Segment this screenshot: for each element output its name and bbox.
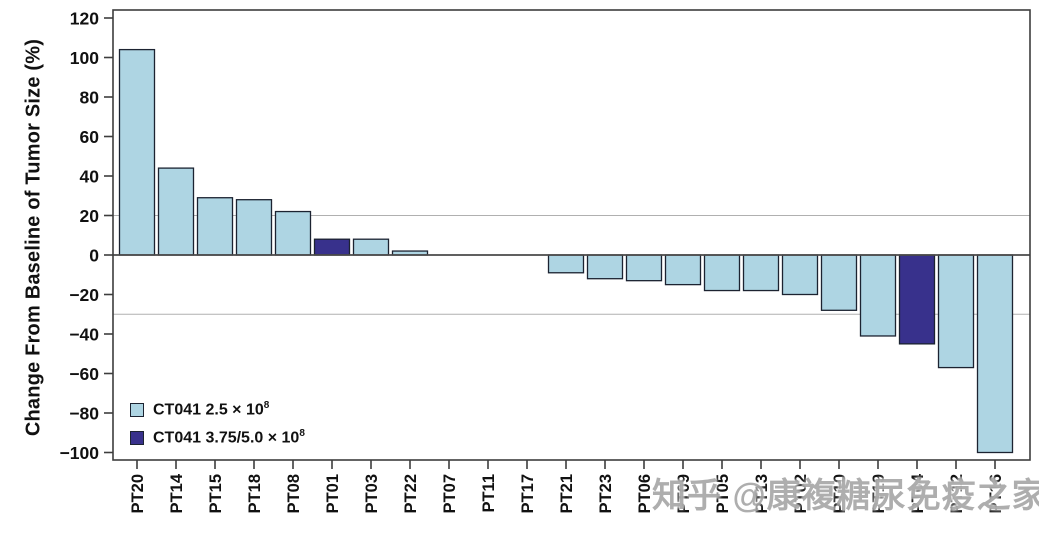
x-tick-label-PT13: PT13 [753, 474, 771, 513]
x-tick-label-PT14: PT14 [168, 473, 186, 513]
legend: CT041 2.5 × 108 CT041 3.75/5.0 × 108 [130, 396, 305, 452]
y-tick-label: 120 [70, 8, 99, 28]
x-tick-label-PT17: PT17 [519, 474, 537, 513]
x-tick-label-PT01: PT01 [324, 474, 342, 513]
bars-group [118, 48, 1014, 454]
bar-PT09 [664, 254, 702, 286]
x-tick-label-PT04: PT04 [909, 473, 927, 513]
x-axis-ticks: PT20 PT14 PT15 PT18 PT08 PT01 PT03 PT22 PT07 PT11… [129, 460, 1005, 513]
x-tick-label-PT03: PT03 [363, 474, 381, 513]
y-tick-label: −40 [69, 324, 99, 344]
bar-PT23 [586, 254, 624, 280]
legend-swatch-light-blue [130, 403, 144, 417]
y-tick-label: 40 [80, 166, 100, 186]
bar-PT18 [235, 199, 273, 256]
bar-PT14 [157, 167, 195, 256]
x-tick-label-PT09: PT09 [675, 474, 693, 513]
y-tick-label: 100 [70, 48, 99, 68]
y-tick-label: −20 [69, 285, 99, 305]
legend-label: CT041 2.5 × 108 [153, 400, 270, 419]
y-tick-label: −100 [60, 443, 100, 463]
x-tick-label-PT23: PT23 [597, 474, 615, 513]
x-tick-label-PT10: PT10 [831, 474, 849, 513]
y-tick-label: 60 [80, 127, 100, 147]
y-tick-label: 80 [80, 87, 100, 107]
y-tick-label: −80 [69, 403, 99, 423]
x-tick-label-PT11: PT11 [480, 474, 498, 513]
x-tick-label-PT21: PT21 [558, 474, 576, 513]
legend-swatch-dark-blue [130, 431, 144, 445]
legend-item-dose-low: CT041 2.5 × 108 [130, 396, 305, 424]
x-tick-label-PT05: PT05 [714, 474, 732, 513]
x-tick-label-PT16: PT16 [987, 474, 1005, 513]
y-axis-title: Change From Baseline of Tumor Size (%) [22, 38, 45, 437]
y-tick-label: 0 [89, 245, 99, 265]
bar-PT13 [742, 254, 780, 292]
bar-PT10 [820, 254, 858, 311]
x-tick-label-PT06: PT06 [636, 474, 654, 513]
legend-label: CT041 3.75/5.0 × 108 [153, 428, 305, 447]
x-tick-label-PT08: PT08 [285, 474, 303, 513]
legend-item-dose-high: CT041 3.75/5.0 × 108 [130, 424, 305, 452]
x-tick-label-PT15: PT15 [207, 474, 225, 513]
y-tick-label: −60 [69, 364, 99, 384]
bar-PT06 [625, 254, 663, 282]
bar-PT03 [352, 238, 390, 256]
bar-PT05 [703, 254, 741, 292]
bar-PT12 [937, 254, 975, 369]
y-tick-label: 20 [80, 206, 100, 226]
x-tick-label-PT22: PT22 [402, 474, 420, 513]
y-axis-ticks: 120 100 80 60 40 20 0 −20 −40 −60 −80 −100 [60, 8, 113, 463]
bar-PT15 [196, 197, 234, 256]
bar-PT19 [859, 254, 897, 337]
bar-PT02 [781, 254, 819, 296]
x-tick-label-PT20: PT20 [129, 474, 147, 513]
x-tick-label-PT18: PT18 [246, 474, 264, 513]
x-tick-label-PT07: PT07 [441, 474, 459, 513]
x-tick-label-PT12: PT12 [948, 474, 966, 513]
x-tick-label-PT19: PT19 [870, 474, 888, 513]
x-tick-label-PT02: PT02 [792, 474, 810, 513]
bar-PT01 [313, 238, 351, 256]
bar-PT20 [118, 48, 156, 256]
bar-PT04 [898, 254, 936, 345]
plot-frame [112, 9, 1031, 461]
bar-PT08 [274, 210, 312, 256]
bar-PT21 [547, 254, 585, 274]
bar-PT16 [976, 254, 1014, 454]
